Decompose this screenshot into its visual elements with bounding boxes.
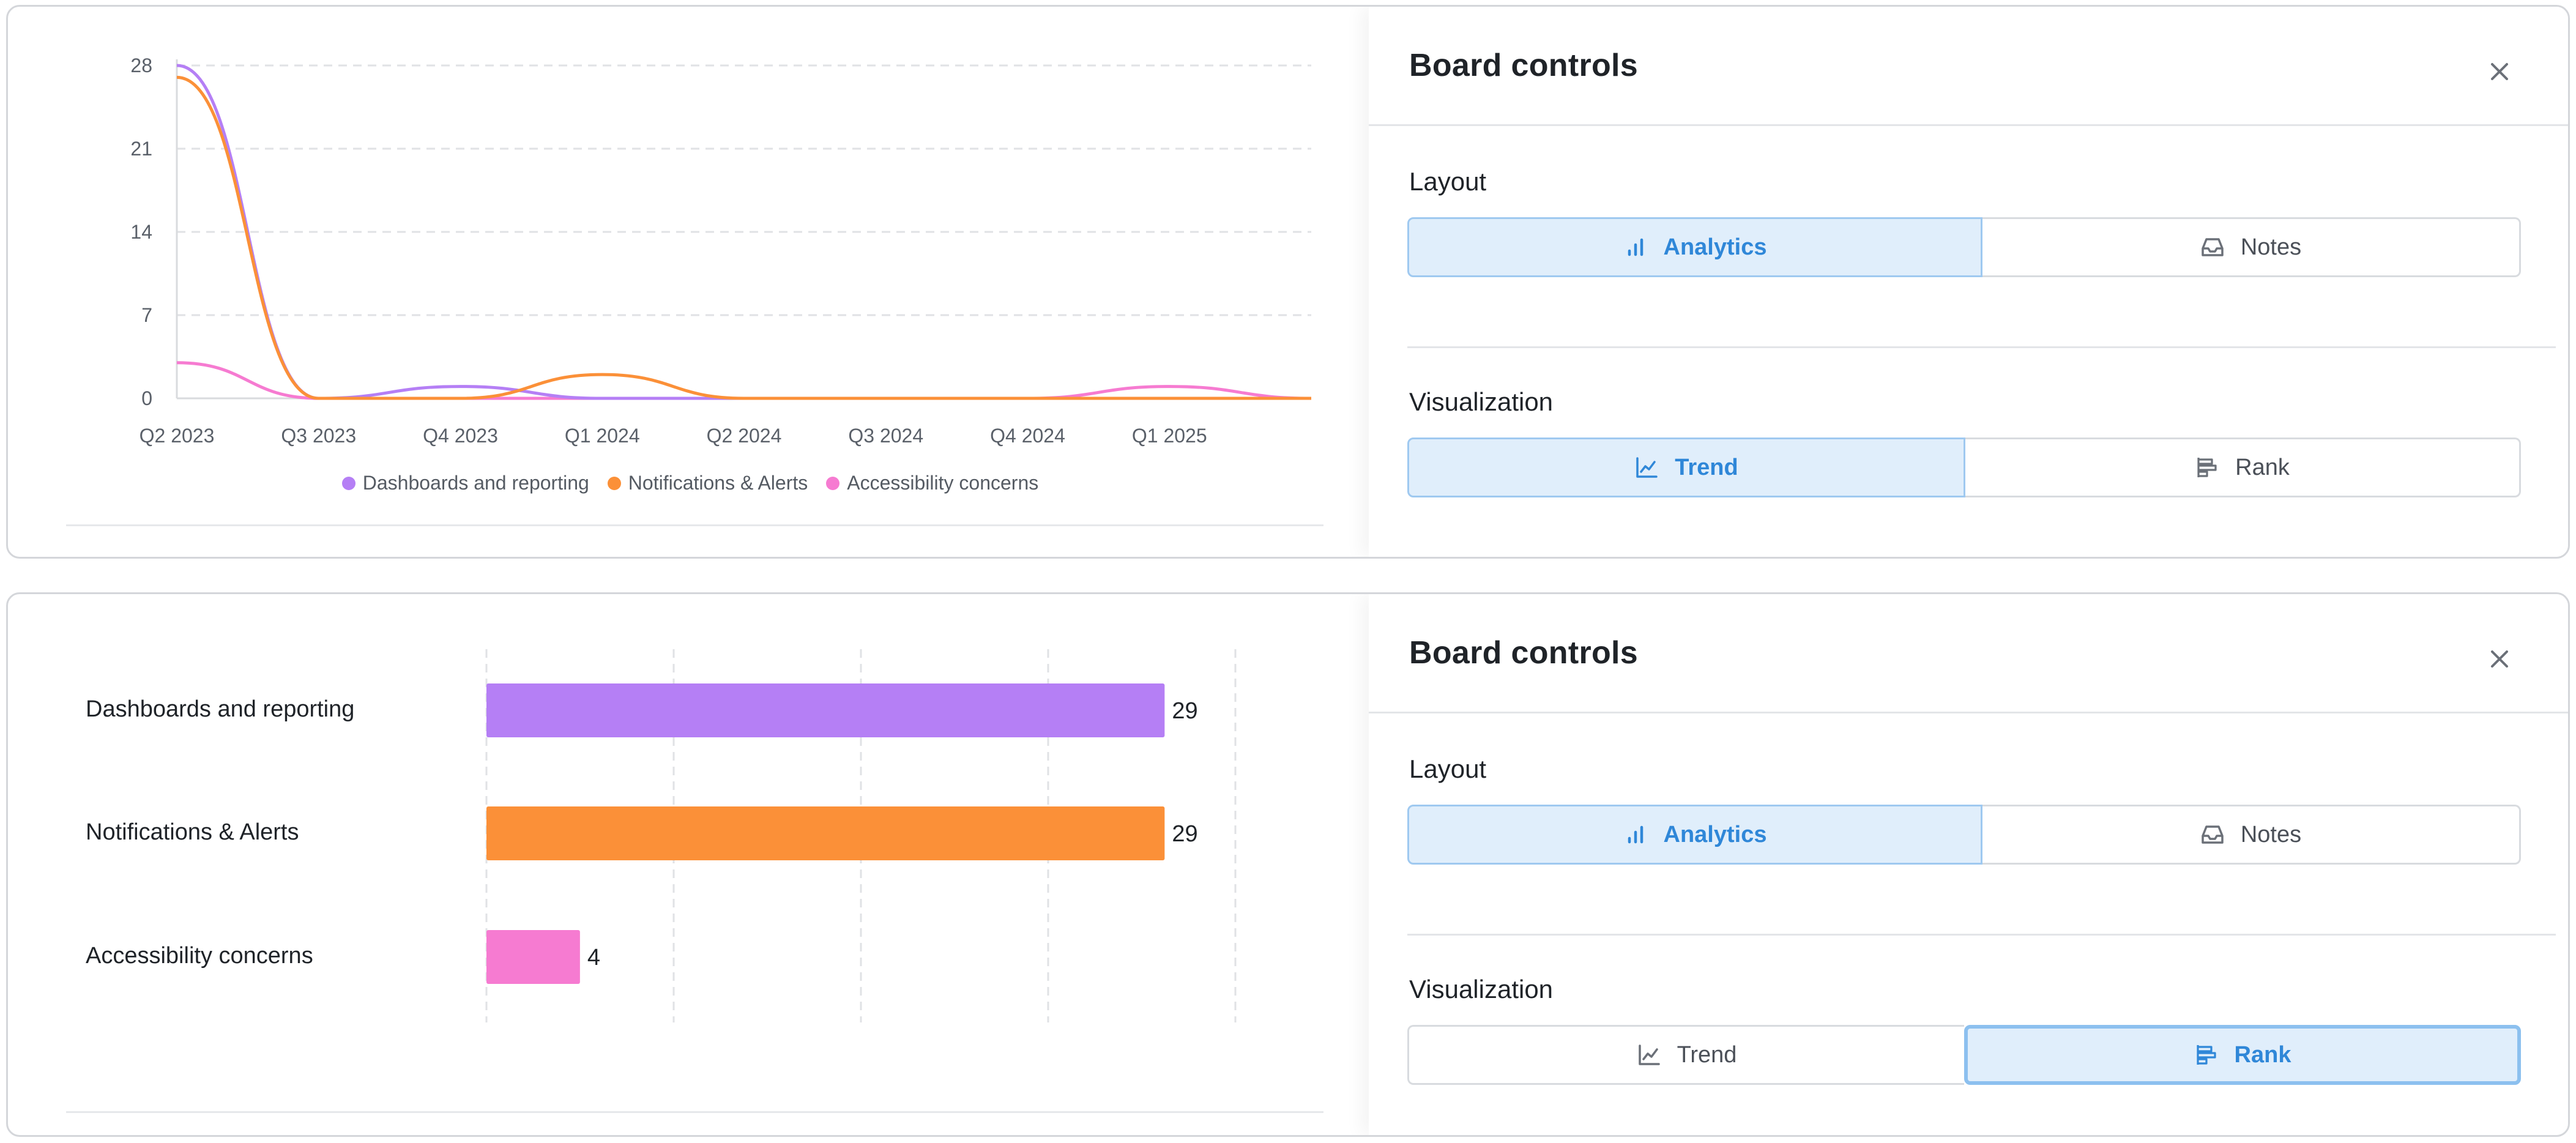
- visualization-label: Visualization: [1409, 975, 1554, 1003]
- viz-rank-button[interactable]: Rank: [1965, 437, 2521, 497]
- y-tick-label: 21: [130, 138, 152, 160]
- bar-value-label: 29: [1172, 821, 1197, 847]
- layout-notes-label: Notes: [2240, 821, 2302, 847]
- layout-toggle: Analytics Notes: [1407, 805, 2521, 865]
- layout-notes-button[interactable]: Notes: [1982, 805, 2521, 865]
- y-tick-label: 14: [130, 221, 152, 243]
- rank-bars-icon: [2197, 458, 2217, 477]
- visualization-toggle: Trend Rank: [1407, 1025, 2521, 1085]
- x-tick-label: Q3 2024: [848, 425, 923, 447]
- trend-chart: 0 7 14 21 28 Q2 2023 Q3 2023 Q4 2023 Q1 2024 Q2 2…: [8, 7, 1372, 557]
- layout-label: Layout: [1409, 167, 1487, 196]
- x-tick-label: Q4 2023: [423, 425, 498, 447]
- layout-notes-button[interactable]: Notes: [1982, 217, 2521, 277]
- layout-toggle: Analytics Notes: [1407, 217, 2521, 277]
- x-tick-label: Q3 2023: [281, 425, 356, 447]
- y-tick-label: 28: [130, 54, 152, 76]
- board-controls-panel: Board controls Layout Analytics Notes Vi…: [1369, 7, 2568, 557]
- bar-chart-svg: 29 29 4: [485, 649, 1237, 1022]
- bar-value-label: 4: [587, 945, 600, 970]
- line-chart-icon: [1638, 1044, 1660, 1065]
- panel-title: Board controls: [1409, 635, 1639, 671]
- chart-bottom-divider: [66, 524, 1323, 526]
- chart-legend: Dashboards and reporting Notifications &…: [8, 472, 1372, 494]
- legend-dot-notifications: [607, 476, 621, 490]
- section-divider: [1407, 346, 2556, 348]
- rank-bars-icon: [2196, 1045, 2216, 1065]
- visualization-label: Visualization: [1409, 387, 1554, 416]
- inbox-icon: [2202, 238, 2224, 256]
- bar-value-label: 29: [1172, 698, 1197, 724]
- board-controls-panel: Board controls Layout Analytics Notes Vi…: [1369, 594, 2568, 1135]
- bar-2[interactable]: [486, 930, 580, 984]
- header-divider: [1369, 124, 2568, 126]
- visualization-toggle: Trend Rank: [1407, 437, 2521, 497]
- chart-bottom-divider: [66, 1111, 1323, 1113]
- series-line-1[interactable]: [176, 75, 1311, 400]
- legend-label: Dashboards and reporting: [362, 472, 589, 494]
- legend-item-notifications[interactable]: Notifications & Alerts: [607, 472, 808, 494]
- x-tick-label: Q1 2024: [565, 425, 640, 447]
- viz-trend-button[interactable]: Trend: [1407, 437, 1965, 497]
- layout-label: Layout: [1409, 754, 1487, 783]
- series-line-0[interactable]: [176, 64, 1311, 400]
- layout-analytics-label: Analytics: [1663, 234, 1767, 260]
- close-icon[interactable]: [2485, 57, 2514, 86]
- layout-analytics-label: Analytics: [1663, 821, 1767, 847]
- viz-rank-button[interactable]: Rank: [1964, 1025, 2521, 1085]
- viz-trend-label: Trend: [1675, 454, 1738, 480]
- panel-title: Board controls: [1409, 48, 1639, 83]
- close-icon[interactable]: [2485, 644, 2514, 674]
- header-divider: [1369, 712, 2568, 713]
- bar-chart-icon: [1628, 825, 1643, 844]
- rank-card: 29 29 4 Dashboards and reporting Notificat…: [6, 592, 2570, 1137]
- x-tick-label: Q4 2024: [990, 425, 1065, 447]
- line-chart-svg: 0 7 14 21 28 Q2 2023 Q3 2023 Q4 2023 Q1 2024 Q2 2…: [130, 54, 1312, 447]
- rank-chart: 29 29 4 Dashboards and reporting Notificat…: [8, 594, 1372, 1135]
- legend-dot-accessibility: [826, 476, 840, 490]
- y-tick-label: 0: [141, 387, 152, 409]
- viz-rank-label: Rank: [2235, 454, 2290, 480]
- layout-analytics-button[interactable]: Analytics: [1407, 217, 1982, 277]
- x-tick-label: Q2 2023: [140, 425, 215, 447]
- layout-notes-label: Notes: [2240, 234, 2302, 260]
- y-tick-label: 7: [141, 304, 152, 326]
- series-line-2[interactable]: [176, 361, 1312, 400]
- bar-label-dashboards: Dashboards and reporting: [86, 696, 355, 722]
- inbox-icon: [2202, 825, 2224, 844]
- bar-0[interactable]: [486, 683, 1165, 737]
- bar-label-notifications: Notifications & Alerts: [86, 819, 299, 845]
- section-divider: [1407, 934, 2556, 936]
- x-tick-label: Q1 2025: [1132, 425, 1207, 447]
- bar-chart-icon: [1628, 238, 1643, 256]
- bar-1[interactable]: [486, 806, 1165, 860]
- layout-analytics-button[interactable]: Analytics: [1407, 805, 1982, 865]
- legend-item-accessibility[interactable]: Accessibility concerns: [826, 472, 1038, 494]
- legend-label: Accessibility concerns: [847, 472, 1039, 494]
- viz-trend-label: Trend: [1677, 1041, 1737, 1068]
- viz-trend-button[interactable]: Trend: [1407, 1025, 1964, 1085]
- trend-card: 0 7 14 21 28 Q2 2023 Q3 2023 Q4 2023 Q1 2024 Q2 2…: [6, 5, 2570, 559]
- legend-dot-dashboards: [341, 476, 356, 490]
- line-chart-icon: [1636, 457, 1658, 478]
- x-tick-label: Q2 2024: [707, 425, 782, 447]
- bar-label-accessibility: Accessibility concerns: [86, 943, 313, 969]
- viz-rank-label: Rank: [2234, 1041, 2291, 1068]
- legend-item-dashboards[interactable]: Dashboards and reporting: [341, 472, 589, 494]
- legend-label: Notifications & Alerts: [628, 472, 808, 494]
